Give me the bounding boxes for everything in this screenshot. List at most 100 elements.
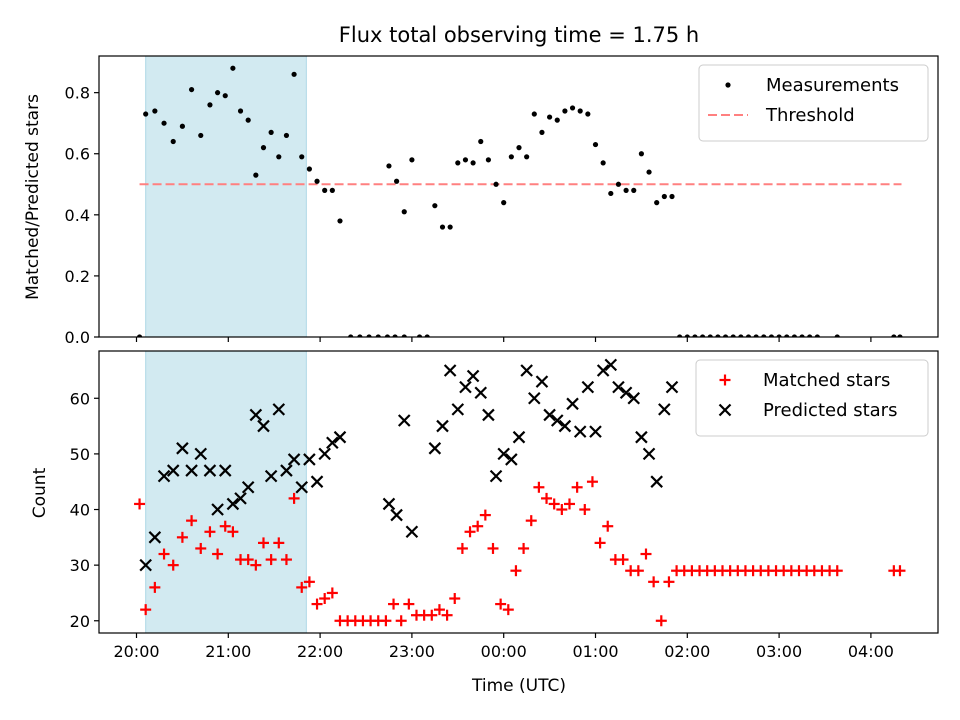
measurements-point bbox=[577, 108, 583, 114]
legend-box bbox=[695, 359, 929, 437]
predicted-stars-point bbox=[619, 386, 633, 399]
matched-stars-point bbox=[449, 593, 461, 605]
predicted-stars-point bbox=[382, 497, 396, 511]
y-tick-label: 20 bbox=[70, 612, 90, 631]
matched-stars-point bbox=[510, 565, 522, 577]
predicted-stars-point bbox=[466, 369, 480, 383]
plot-frame bbox=[98, 350, 939, 634]
measurements-point bbox=[814, 334, 820, 337]
predicted-stars-point bbox=[497, 447, 510, 461]
predicted-stars-point bbox=[650, 475, 663, 488]
predicted-stars-point bbox=[505, 453, 518, 466]
predicted-stars-point bbox=[218, 464, 232, 477]
x-axis-label: Time (UTC) bbox=[471, 676, 566, 696]
predicted-stars-point bbox=[566, 397, 579, 411]
matched-stars-point bbox=[632, 565, 644, 577]
measurements-point bbox=[386, 163, 392, 169]
measurements-point bbox=[547, 114, 553, 120]
predicted-stars-point bbox=[241, 480, 255, 494]
x-tick-label: 21:00 bbox=[205, 642, 251, 661]
measurements-point bbox=[784, 334, 790, 337]
predicted-stars-point bbox=[642, 447, 656, 461]
measurements-point bbox=[623, 187, 629, 193]
measurements-point bbox=[394, 178, 400, 184]
measurements-point bbox=[179, 123, 185, 129]
measurements-point bbox=[409, 157, 415, 163]
matched-stars-point bbox=[149, 581, 161, 593]
matched-stars-point bbox=[433, 604, 445, 616]
predicted-stars-point bbox=[482, 408, 495, 422]
measurements-point bbox=[291, 71, 297, 77]
predicted-stars-point bbox=[148, 531, 162, 544]
measurements-point bbox=[299, 154, 305, 160]
predicted-stars-point bbox=[627, 392, 641, 405]
measurements-point bbox=[432, 203, 438, 209]
predicted-stars-point bbox=[665, 380, 679, 394]
matched-stars-point bbox=[219, 520, 231, 532]
measurements-point bbox=[753, 334, 759, 337]
measurements-point bbox=[283, 132, 290, 139]
matched-stars-point bbox=[186, 515, 198, 527]
measurements-point bbox=[348, 334, 354, 337]
count-panel: 20 30 40 50 60 20:00 21:00 22:00 23:00 00:00 01:00… bbox=[70, 350, 939, 661]
y-tick-label: 50 bbox=[70, 445, 90, 464]
matched-stars-point bbox=[426, 609, 438, 621]
y-tick-label: 0.2 bbox=[65, 267, 90, 286]
measurements-point bbox=[375, 334, 381, 337]
matched-stars-point bbox=[648, 576, 660, 588]
measurements-point bbox=[392, 334, 398, 337]
top-y-axis-label: Matched/Predicted stars bbox=[23, 94, 43, 300]
measurements-point bbox=[569, 105, 576, 111]
measurements-point bbox=[230, 65, 236, 71]
predicted-stars-point bbox=[604, 358, 618, 372]
matched-stars-point bbox=[395, 615, 407, 627]
measurements-point bbox=[539, 129, 545, 135]
matched-stars-point bbox=[403, 598, 415, 610]
predicted-stars-point bbox=[520, 364, 533, 377]
predicted-stars-point bbox=[612, 380, 625, 394]
predicted-stars-point bbox=[272, 403, 286, 416]
measurements-point bbox=[198, 132, 204, 139]
predicted-stars-point bbox=[287, 453, 301, 466]
matched-stars-point bbox=[242, 554, 254, 566]
matched-stars-point bbox=[617, 554, 629, 566]
observing-time-span bbox=[145, 55, 307, 338]
measurements-point bbox=[768, 334, 775, 337]
legend-swatch bbox=[718, 403, 732, 417]
predicted-stars-point bbox=[589, 425, 602, 438]
predicted-stars-point bbox=[157, 469, 171, 483]
x-tick-label: 01:00 bbox=[572, 642, 618, 661]
measurements-point bbox=[188, 86, 195, 93]
matched-stars-point bbox=[831, 565, 843, 577]
measurements-point bbox=[322, 187, 328, 193]
y-tick-label: 0.8 bbox=[65, 84, 90, 103]
x-tick-label: 00:00 bbox=[481, 642, 527, 661]
matched-stars-point bbox=[227, 526, 239, 538]
predicted-stars-point bbox=[535, 375, 549, 388]
bottom-y-axis-label: Count bbox=[30, 467, 50, 518]
predicted-stars-point bbox=[390, 508, 403, 522]
measurements-point bbox=[314, 178, 320, 184]
matched-stars-point bbox=[518, 542, 530, 554]
matched-stars-point bbox=[288, 492, 300, 504]
measurements-point bbox=[661, 193, 667, 200]
matched-stars-point bbox=[525, 515, 537, 527]
measurements-point bbox=[585, 111, 591, 117]
measurements-point bbox=[357, 334, 363, 337]
matched-stars-point bbox=[548, 498, 560, 510]
measurements-point bbox=[329, 187, 335, 193]
matched-stars-point bbox=[273, 537, 285, 549]
predicted-stars-point bbox=[405, 525, 419, 539]
measurements-point bbox=[253, 172, 259, 178]
plot-frame bbox=[98, 55, 939, 338]
legend-swatch bbox=[719, 374, 731, 386]
matched-stars-point bbox=[533, 481, 545, 493]
predicted-stars-point bbox=[226, 497, 240, 511]
measurements-point bbox=[401, 334, 407, 337]
measurements-point bbox=[260, 145, 267, 151]
matched-stars-point bbox=[265, 554, 277, 566]
predicted-stars-point bbox=[280, 464, 293, 477]
y-tick-label: 60 bbox=[70, 389, 90, 408]
measurements-point bbox=[638, 151, 645, 157]
